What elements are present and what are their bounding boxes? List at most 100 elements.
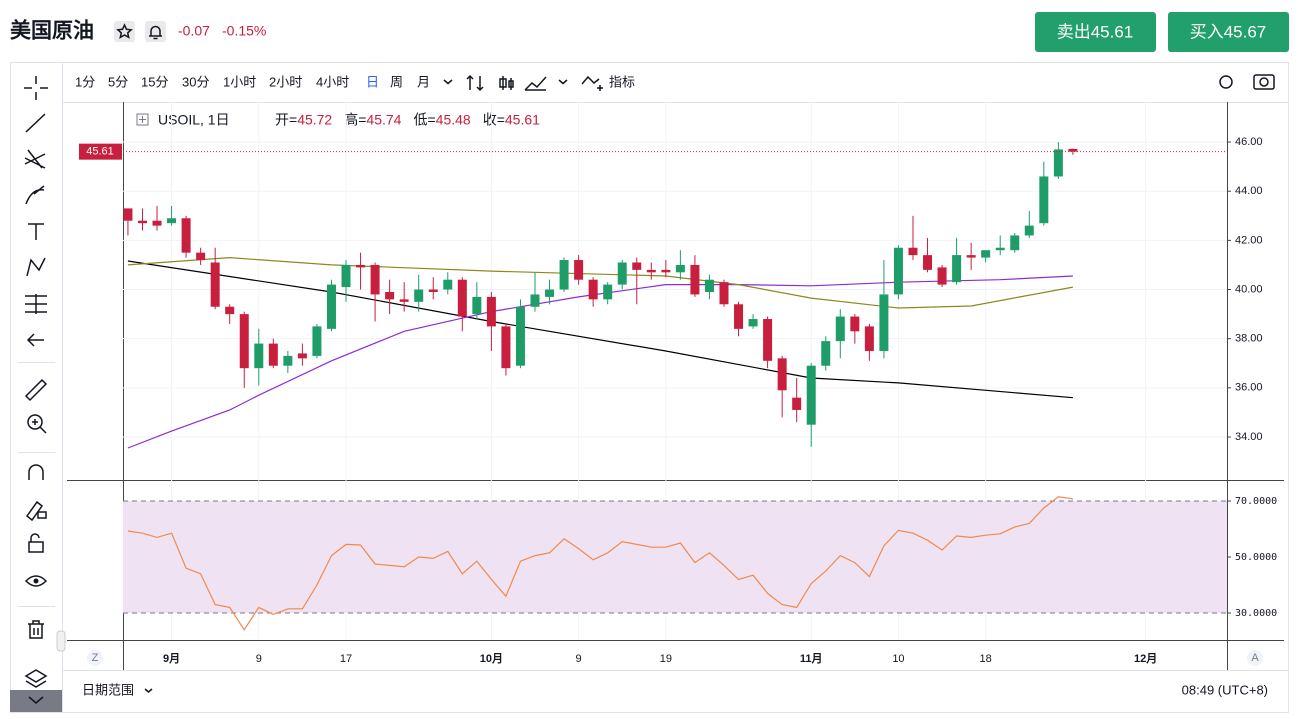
candle-body bbox=[806, 365, 816, 425]
legend-value: 45.48 bbox=[436, 112, 471, 128]
favorite-button[interactable] bbox=[114, 21, 135, 42]
title: 美国原油 bbox=[10, 19, 94, 43]
candle-body bbox=[1039, 176, 1049, 224]
collapse-button[interactable] bbox=[10, 690, 62, 712]
lock-draw-tool[interactable] bbox=[25, 500, 47, 522]
x-tick-label: 11月 bbox=[800, 652, 823, 665]
y-tick-label: 36.00 bbox=[1235, 382, 1263, 394]
candle-body bbox=[966, 255, 976, 258]
x-tick-label: 10月 bbox=[480, 652, 503, 665]
x-tick-label: 9月 bbox=[163, 652, 180, 665]
fib-tool[interactable] bbox=[24, 149, 46, 169]
candle-body bbox=[399, 299, 409, 302]
layers-tool[interactable] bbox=[24, 669, 48, 688]
interval-button[interactable]: 2小时 bbox=[269, 74, 302, 89]
candle-body bbox=[792, 397, 802, 410]
interval-button[interactable]: 月 bbox=[417, 74, 430, 89]
zoom-reset-label: Z bbox=[92, 652, 99, 664]
candle-body bbox=[312, 326, 322, 356]
candle-body bbox=[530, 294, 540, 307]
x-tick-label: 9 bbox=[576, 653, 582, 665]
candle-body bbox=[952, 255, 962, 283]
candle-body bbox=[879, 294, 889, 351]
candle-body bbox=[675, 264, 685, 273]
indicator-icon bbox=[581, 75, 603, 91]
interval-button[interactable]: 4小时 bbox=[316, 74, 349, 89]
x-tick-label: 10 bbox=[892, 653, 904, 665]
ruler-tool[interactable] bbox=[24, 378, 48, 402]
interval-button[interactable]: 15分 bbox=[141, 74, 168, 89]
candle-body bbox=[501, 326, 511, 369]
interval-chevron bbox=[443, 79, 453, 85]
sidebar-toggle[interactable] bbox=[56, 630, 66, 652]
compare-icon bbox=[466, 74, 484, 92]
candle-body bbox=[486, 296, 496, 327]
unlock-tool[interactable] bbox=[28, 533, 44, 553]
interval-button[interactable]: 5分 bbox=[108, 74, 128, 89]
zoom-reset-button[interactable] bbox=[87, 650, 103, 666]
y-tick-label: 30.0000 bbox=[1235, 608, 1277, 619]
bell-icon bbox=[149, 25, 162, 40]
brush-tool[interactable] bbox=[25, 185, 45, 205]
delete-tool[interactable] bbox=[28, 620, 44, 639]
legend-value: 45.61 bbox=[505, 112, 540, 128]
pattern-tool[interactable] bbox=[26, 257, 46, 277]
candle-body bbox=[428, 289, 438, 292]
sell-button[interactable] bbox=[1035, 12, 1156, 52]
auto-scale-button[interactable] bbox=[1247, 650, 1263, 666]
candle-body bbox=[763, 319, 773, 361]
candle-body bbox=[283, 355, 293, 366]
candle-body bbox=[923, 255, 933, 270]
legend-symbol: USOIL, 1日 bbox=[158, 112, 230, 128]
indicators-button[interactable]: 指标 bbox=[609, 74, 635, 89]
screenshot-button[interactable] bbox=[1253, 74, 1275, 90]
candle-body bbox=[210, 262, 220, 307]
y-tick-label: 38.00 bbox=[1235, 333, 1263, 345]
interval-button[interactable]: 1分 bbox=[75, 74, 95, 89]
settings-button[interactable] bbox=[1219, 75, 1233, 89]
rsi-line bbox=[127, 496, 1073, 631]
magnet-tool[interactable] bbox=[28, 464, 44, 480]
rsi-band bbox=[123, 501, 1227, 614]
candle-body bbox=[414, 289, 424, 302]
buy-button[interactable] bbox=[1168, 12, 1289, 52]
legend-toggle[interactable] bbox=[136, 113, 149, 126]
interval-button[interactable]: 1小时 bbox=[223, 74, 256, 89]
forecast-tool[interactable] bbox=[25, 294, 47, 314]
candle-body bbox=[893, 247, 903, 295]
legend-toggle-glyph bbox=[139, 116, 146, 123]
candle-body bbox=[646, 269, 656, 273]
candle-body bbox=[385, 291, 395, 300]
legend-value: 45.74 bbox=[366, 112, 401, 128]
star-icon bbox=[116, 23, 133, 39]
candle-body bbox=[268, 343, 278, 366]
x-tick-label: 9 bbox=[256, 653, 262, 665]
legend-label: 高= bbox=[344, 112, 366, 128]
interval-button[interactable]: 周 bbox=[390, 74, 403, 89]
line-tool[interactable] bbox=[25, 113, 46, 133]
zoom-tool[interactable] bbox=[27, 414, 43, 430]
auto-scale-label: A bbox=[1251, 652, 1259, 664]
y-tick-label: 40.00 bbox=[1235, 283, 1263, 295]
visibility-tool[interactable] bbox=[24, 575, 48, 587]
date-range-button[interactable]: 日期范围 bbox=[82, 682, 134, 697]
back-tool[interactable] bbox=[26, 333, 44, 347]
candle-body bbox=[341, 264, 351, 288]
legend-label: 开= bbox=[275, 112, 297, 128]
candle-body bbox=[574, 260, 584, 280]
candle-body bbox=[908, 247, 918, 256]
legend-label: 低= bbox=[413, 112, 435, 128]
interval-button[interactable]: 30分 bbox=[182, 74, 209, 89]
price-change: -0.07 bbox=[178, 23, 210, 39]
interval-button[interactable]: 日 bbox=[366, 74, 379, 89]
candle-body bbox=[661, 269, 671, 273]
candle-body bbox=[719, 282, 729, 305]
x-tick-label: 17 bbox=[340, 653, 352, 665]
y-tick-label: 70.0000 bbox=[1235, 496, 1277, 507]
candle-body bbox=[254, 343, 264, 369]
candle-body bbox=[181, 218, 191, 253]
crosshair-tool[interactable] bbox=[24, 76, 48, 100]
candle-body bbox=[821, 341, 831, 366]
text-tool[interactable] bbox=[28, 223, 44, 240]
candle-body bbox=[515, 306, 525, 366]
